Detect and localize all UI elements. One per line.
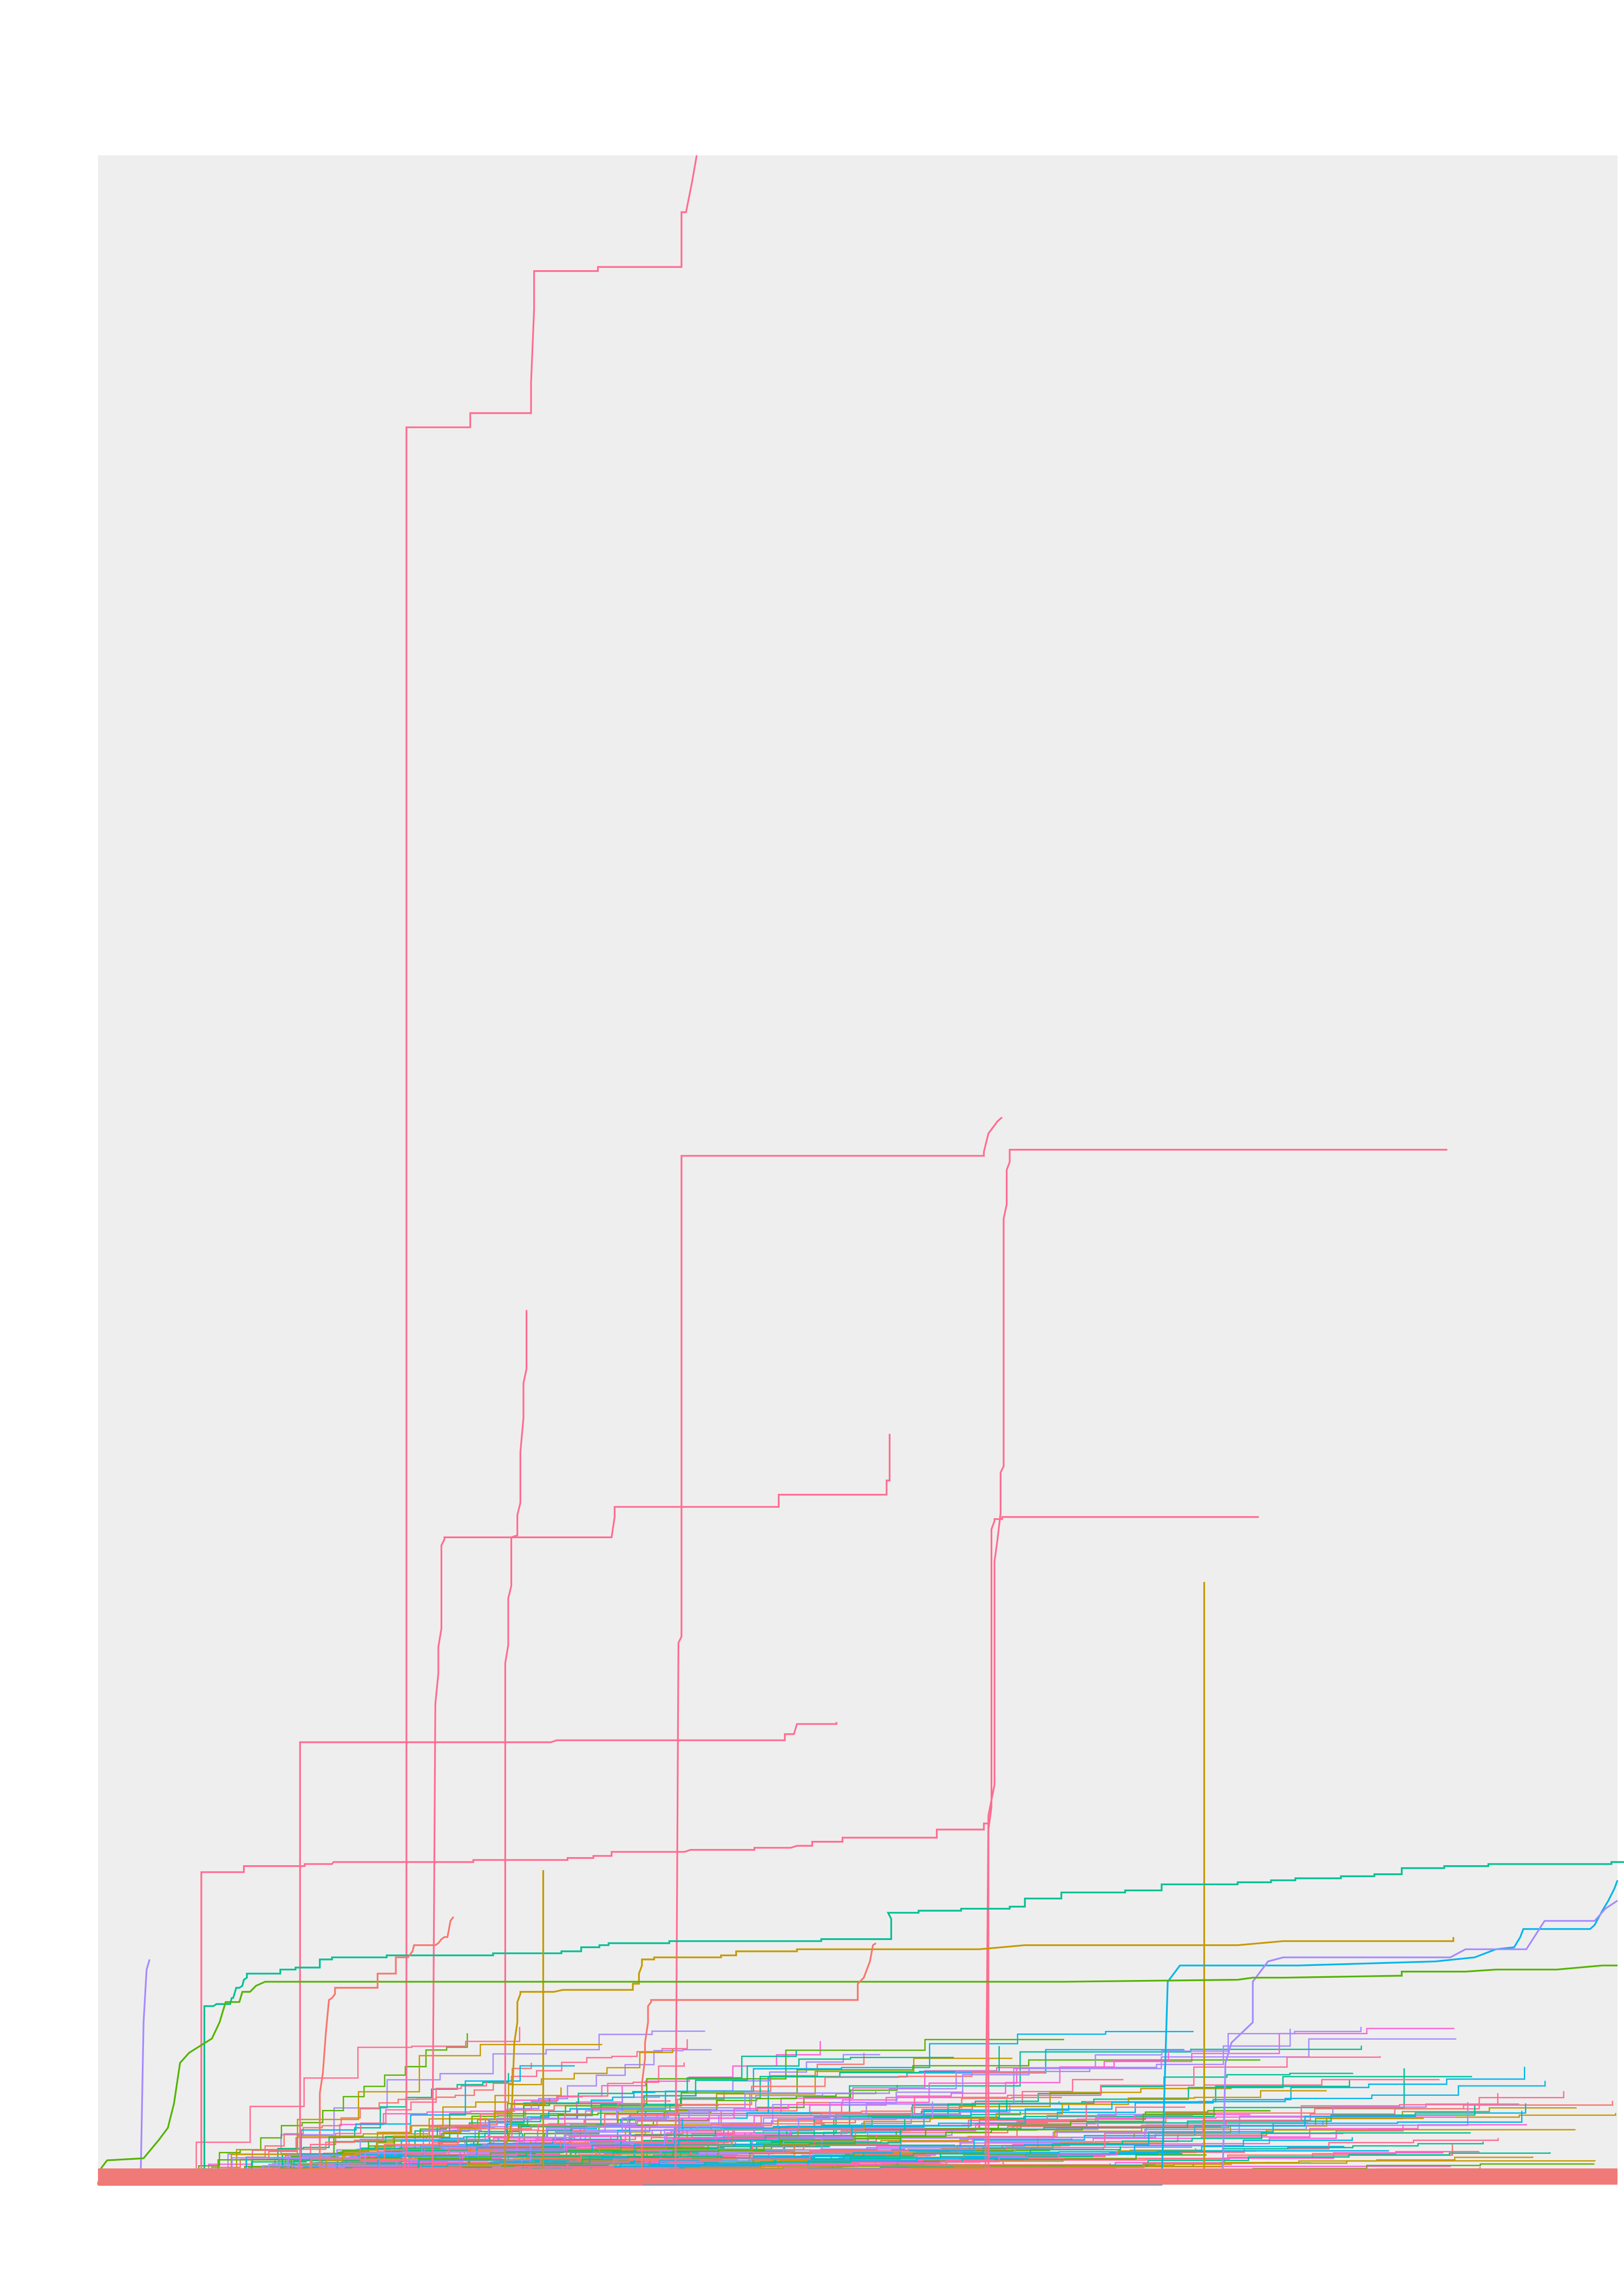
series-line-8 <box>98 1722 837 2186</box>
background-series-line <box>221 2049 712 2186</box>
series-line-5 <box>98 1434 890 2186</box>
background-series-line <box>142 2027 521 2186</box>
series-line-9 <box>200 1819 990 2185</box>
series-layer <box>97 155 1624 2186</box>
series-line-2 <box>98 1116 1003 2186</box>
series-line-16 <box>97 1964 1618 2185</box>
series-line-10 <box>203 1861 1624 2185</box>
series-line-17 <box>98 1916 455 2186</box>
series-line-6 <box>98 1516 1259 2186</box>
series-line-15 <box>1221 1899 1618 2185</box>
series-line-3 <box>984 1148 1448 2185</box>
background-series-line <box>137 2031 1194 2186</box>
series-line-18 <box>98 1942 877 2186</box>
series-line-4 <box>98 1310 528 2186</box>
background-series-line <box>175 2044 603 2186</box>
background-series-line <box>142 2049 797 2186</box>
background-series-line <box>128 2101 933 2186</box>
background-series-line <box>235 2039 688 2186</box>
plot-panel <box>98 155 1618 2185</box>
series-line-12 <box>98 1937 1455 2186</box>
series-line-1 <box>98 155 698 2186</box>
series-line-13 <box>98 1880 1619 2186</box>
background-series-line <box>166 2027 1362 2186</box>
background-series-line <box>163 2072 1046 2186</box>
baseline-series-band <box>98 2168 1618 2185</box>
background-series-line <box>103 2092 874 2186</box>
